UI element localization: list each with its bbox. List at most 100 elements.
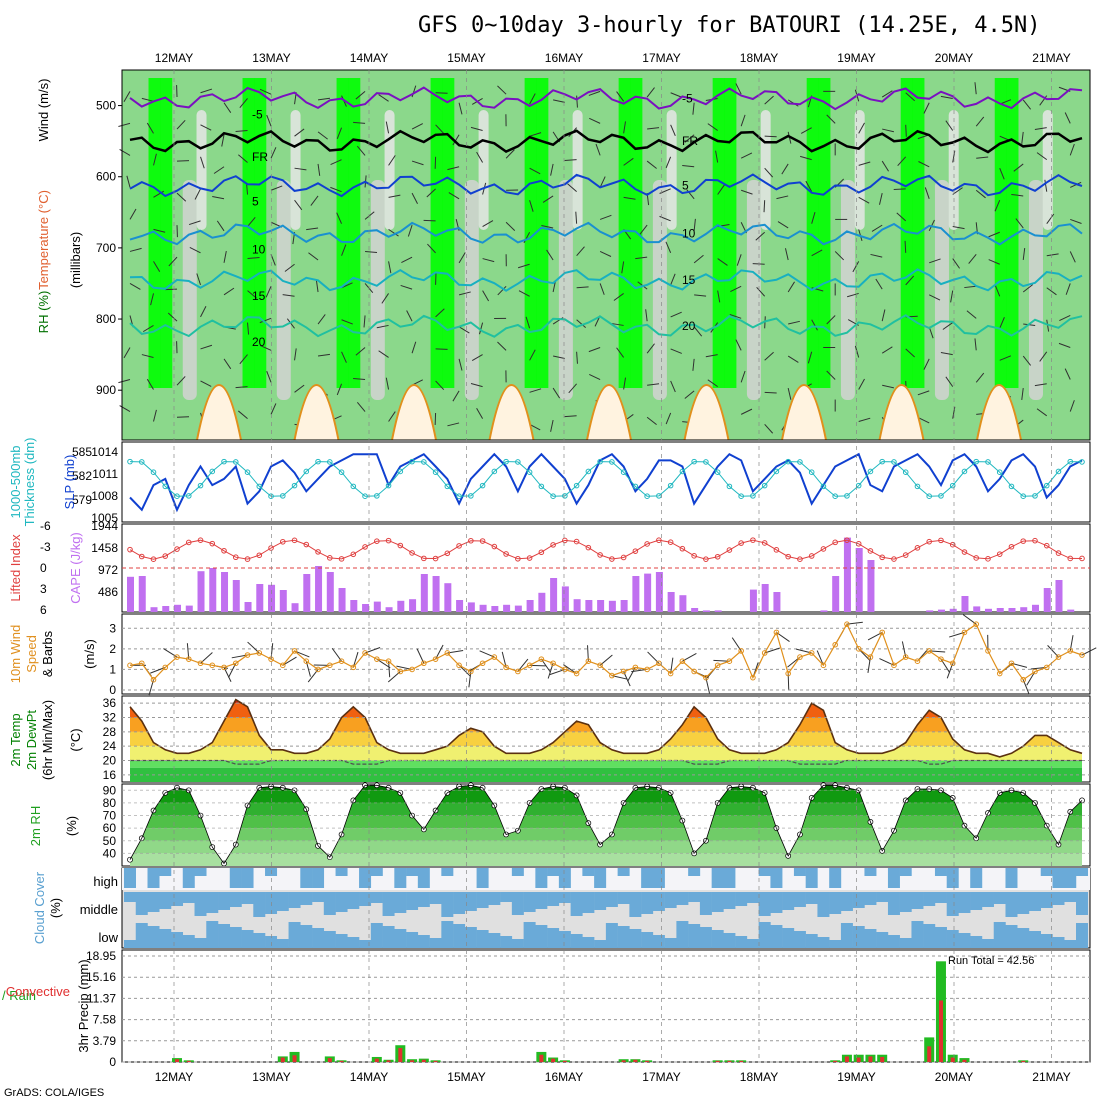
cloud-high-bar — [594, 868, 607, 888]
wind-speed-point — [679, 658, 686, 665]
cloud-low-bar — [958, 933, 971, 948]
wind-barb — [355, 347, 366, 356]
wind-barb — [567, 183, 577, 193]
wind-barb — [717, 184, 725, 195]
wind-barb — [858, 161, 871, 166]
cloud-low-bar — [370, 923, 383, 948]
isotherm-line — [129, 314, 1083, 338]
wind-barb — [847, 292, 859, 298]
lifted-index-point — [949, 541, 956, 548]
cape-bar — [691, 608, 699, 612]
wind-barb — [1070, 218, 1082, 224]
wind-barb — [924, 187, 930, 199]
wind-barb — [763, 200, 766, 213]
slp-tick-label: 1008 — [91, 489, 118, 503]
wind-barb — [168, 256, 178, 267]
thickness-point — [820, 483, 827, 490]
cape-bar — [150, 607, 158, 612]
wind-barb — [684, 390, 695, 399]
cloud-low-bar — [946, 930, 959, 948]
precip-tick-label: 0 — [109, 1055, 116, 1069]
cloud-high-bar — [359, 868, 372, 888]
wind-barb — [282, 294, 295, 297]
bottom-date-label: 21MAY — [1032, 1070, 1070, 1084]
lifted-index-point — [679, 545, 686, 552]
cloud-high-bar — [476, 868, 489, 888]
top-date-axis: 12MAY 13MAY 14MAY 15MAY 16MAY 17MAY 18MAY 19MAY… — [155, 51, 1071, 65]
wind-barb — [259, 317, 272, 324]
panel-label-10m-wind: 10m Wind — [8, 625, 23, 684]
wind-barb — [764, 95, 774, 105]
wind-barb — [378, 94, 389, 102]
wind-speed-point — [1032, 668, 1038, 675]
wind-barb — [194, 188, 201, 200]
panel-label-temp-units: (°C) — [68, 728, 83, 751]
wind-barb — [317, 97, 331, 101]
thickness-point — [350, 483, 357, 490]
wind-barb — [858, 196, 870, 204]
wind-barb — [355, 90, 366, 100]
wind-barb — [776, 195, 789, 200]
wind-barb — [1015, 218, 1024, 229]
wind-barb — [564, 415, 577, 418]
wind-barb — [330, 159, 342, 165]
cloud-high-bar — [652, 868, 665, 888]
lifted-index-point — [1043, 542, 1050, 549]
cloud-low-bar — [558, 931, 571, 948]
wind-barb — [893, 188, 906, 190]
wind-barb — [176, 376, 186, 386]
wind-barb — [881, 309, 886, 322]
wind-barb — [550, 163, 554, 176]
cloud-high-bar — [641, 868, 654, 888]
cloud-low-bar — [676, 921, 689, 948]
lifted-index-point — [350, 551, 357, 558]
cloud-middle-bar — [852, 892, 865, 908]
cloud-low-bar — [805, 934, 818, 948]
wind-barb — [470, 383, 483, 388]
wind-barb — [881, 160, 889, 172]
cape-bar — [138, 576, 146, 612]
wind-barb — [1046, 213, 1055, 224]
wind-barb — [611, 323, 624, 326]
cape-bar — [209, 568, 217, 612]
wind-barb — [1065, 283, 1071, 295]
wind-barb — [388, 411, 396, 422]
thickness-point — [1055, 468, 1062, 475]
rh-dry-column — [290, 110, 301, 230]
cloud-low-bar — [159, 929, 172, 948]
wind-barb — [707, 379, 718, 388]
wind-barb — [294, 199, 303, 211]
wind-speed-point — [949, 660, 956, 667]
wind-speed-point — [327, 662, 333, 669]
cape-bar — [291, 603, 299, 612]
wind-barb — [317, 314, 326, 325]
wind-barb — [670, 311, 682, 318]
wind-speed-point — [1067, 648, 1074, 654]
cloud-middle-bar — [159, 892, 172, 909]
wind-barb — [692, 102, 695, 115]
rh-moist-column — [806, 78, 819, 388]
bottom-date-label: 12MAY — [155, 1070, 193, 1084]
wind-barb — [529, 93, 536, 105]
wind-barb — [356, 402, 366, 412]
wind-barb — [777, 221, 789, 229]
cloud-high-bar — [1064, 868, 1077, 888]
panel-label-thickness: Thickness (dm) — [22, 438, 37, 527]
cloud-high-bar — [547, 868, 560, 876]
slp-tick-label: 1005 — [91, 511, 118, 525]
rh-band — [130, 853, 1082, 866]
lifted-index-point — [491, 543, 498, 550]
wind-barb — [542, 195, 554, 203]
wind-barb — [882, 384, 895, 389]
cloud-high-bar — [770, 868, 783, 888]
wind-barb — [764, 351, 774, 361]
cloud-low-bar — [382, 926, 395, 948]
cape-bar — [561, 586, 569, 612]
wind-barb — [576, 95, 578, 108]
cloud-high-bar — [241, 868, 254, 888]
cloud-middle-bar — [735, 892, 748, 906]
wind-barb — [129, 208, 137, 220]
cloud-low-bar — [582, 937, 595, 948]
precip-convective-bar — [950, 1057, 955, 1062]
cloud-high-bar — [829, 868, 842, 888]
